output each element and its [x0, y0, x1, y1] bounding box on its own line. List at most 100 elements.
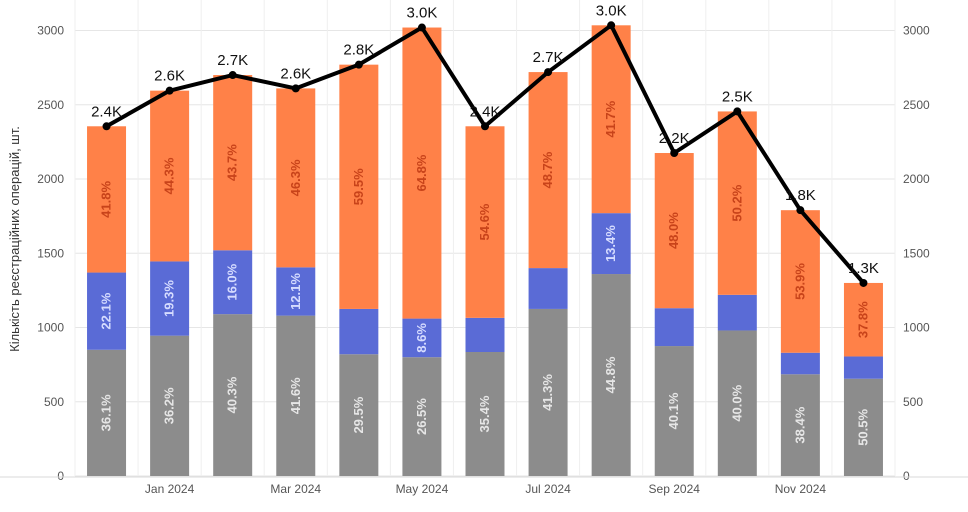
y-tick-label-right: 2500: [903, 98, 930, 112]
bar-segment-label: 19.3%: [162, 280, 177, 317]
bar-segment-label: 41.3%: [540, 374, 555, 411]
bar-segment-label: 41.6%: [288, 377, 303, 414]
total-label: 2.2K: [659, 130, 690, 147]
bar-segment: [402, 27, 442, 319]
bar-segment-label: 43.7%: [225, 144, 240, 181]
bar-segment-label: 26.5%: [414, 398, 429, 435]
total-point: [733, 107, 742, 116]
y-tick-label-right: 3000: [903, 24, 930, 38]
bar-segment-label: 29.5%: [351, 396, 366, 433]
x-tick-label: Jul 2024: [525, 482, 571, 496]
bar-segment: [339, 64, 379, 309]
bar-segment: [150, 90, 190, 262]
bar-segment-label: 36.1%: [99, 394, 114, 431]
bar-segment: [591, 25, 631, 214]
bar-segment-label: 40.3%: [225, 376, 240, 413]
bar-segment: [276, 88, 316, 268]
x-tick-label: Nov 2024: [775, 482, 827, 496]
bar-segment-label: 16.0%: [225, 263, 240, 300]
total-label: 2.6K: [154, 68, 185, 85]
bar-segment-label: 46.3%: [288, 159, 303, 196]
x-tick-label: Sep 2024: [649, 482, 701, 496]
bar-segment: [276, 267, 316, 316]
total-label: 2.7K: [217, 52, 248, 69]
bar-segment: [780, 374, 820, 476]
bar-segment: [780, 210, 820, 353]
x-tick-label: May 2024: [396, 482, 449, 496]
y-tick-label-left: 1500: [37, 246, 64, 260]
bar-segment-label: 59.5%: [351, 168, 366, 205]
bar-segment: [654, 346, 694, 476]
y-tick-label-right: 0: [903, 469, 910, 483]
total-point: [670, 149, 679, 158]
total-label: 3.0K: [596, 2, 627, 19]
segment-labels: 36.1% 22.1% 41.8% 36.2% 19.3% 44.3% 40.3% 16.0%…: [99, 100, 871, 445]
total-label: 1.8K: [785, 187, 816, 204]
bar-segment: [654, 153, 694, 309]
bar-segment-label: 50.5%: [855, 409, 870, 446]
total-point: [165, 86, 174, 95]
y-tick-label-right: 500: [903, 395, 923, 409]
bar-segment-label: 40.0%: [729, 384, 744, 421]
y-tick-label-right: 1000: [903, 321, 930, 335]
bar-segment: [150, 261, 190, 336]
y-tick-label-left: 2500: [37, 98, 64, 112]
bar-segment-label: 50.2%: [729, 184, 744, 221]
bar-segment-label: 8.6%: [414, 323, 429, 353]
y-tick-label-left: 2000: [37, 172, 64, 186]
bar-segment: [87, 272, 127, 350]
bar-segment-label: 38.4%: [792, 406, 807, 443]
y-axis-label: Кількість реєстраційних операцій, шт.: [7, 126, 22, 352]
bar-segment: [465, 352, 505, 476]
bar-segment: [843, 282, 883, 357]
bar-segment-label: 22.1%: [99, 292, 114, 329]
bar-segment-label: 48.7%: [540, 151, 555, 188]
bar-segment: [780, 352, 820, 375]
bar-segment-label: 37.8%: [855, 301, 870, 338]
total-point: [102, 122, 111, 131]
bar-segment: [717, 330, 757, 476]
bar-segment-label: 35.4%: [477, 395, 492, 432]
bar-segment: [717, 294, 757, 331]
bar-segment: [276, 315, 316, 476]
bar-segment: [339, 308, 379, 355]
total-point: [354, 60, 363, 69]
total-label: 2.4K: [91, 103, 122, 120]
total-point: [291, 84, 300, 93]
bar-segment: [213, 75, 253, 251]
bar-segment: [843, 378, 883, 476]
x-tick-label: Mar 2024: [270, 482, 321, 496]
total-point: [796, 206, 805, 215]
axes: 0 0 500 500 1000 1000 1500 1500 2000 2000 2500 2500…: [0, 24, 968, 496]
bar-segment-label: 12.1%: [288, 273, 303, 310]
bar-segment: [528, 268, 568, 309]
bar-segment-label: 41.7%: [603, 100, 618, 137]
y-tick-label-right: 1500: [903, 246, 930, 260]
bar-segment-label: 36.2%: [162, 387, 177, 424]
bar-segment-label: 48.0%: [666, 212, 681, 249]
total-point: [417, 23, 426, 32]
bar-segment: [528, 72, 568, 269]
bar-stacks: [87, 25, 883, 476]
x-tick-label: Jan 2024: [145, 482, 195, 496]
bar-segment: [843, 356, 883, 379]
total-label: 2.5K: [722, 88, 753, 105]
total-point: [859, 278, 868, 287]
bar-segment: [591, 274, 631, 476]
total-label: 1.3K: [848, 260, 879, 277]
bar-segment: [339, 354, 379, 476]
bar-segment: [213, 250, 253, 315]
bar-segment-label: 13.4%: [603, 225, 618, 262]
bar-segment-label: 53.9%: [792, 263, 807, 300]
total-label: 3.0K: [406, 5, 437, 22]
total-label: 2.6K: [280, 65, 311, 82]
y-tick-label-left: 3000: [37, 24, 64, 38]
total-point: [544, 68, 553, 77]
bar-segment: [717, 111, 757, 295]
bar-segment: [87, 349, 127, 476]
total-label: 2.8K: [343, 42, 374, 59]
y-tick-label-left: 1000: [37, 321, 64, 335]
y-tick-label-left: 500: [44, 395, 64, 409]
bar-segment-label: 41.8%: [99, 181, 114, 218]
